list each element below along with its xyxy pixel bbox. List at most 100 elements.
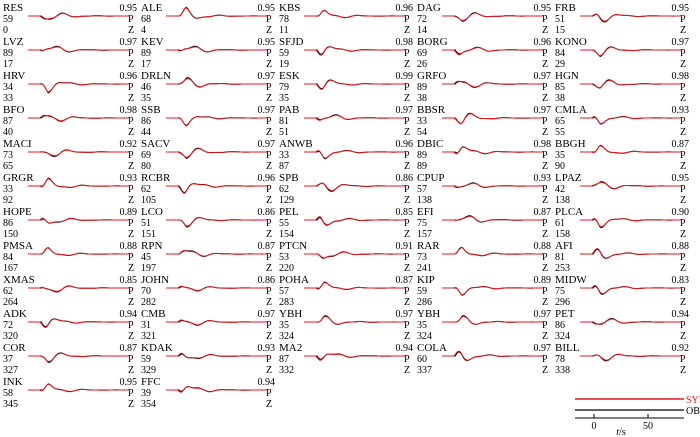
component-label-z: Z — [266, 195, 272, 206]
correlation-coefficient: 0.97 — [534, 71, 552, 82]
component-label-z: Z — [266, 399, 272, 410]
component-label-z: Z — [680, 263, 686, 274]
obs-trace — [304, 9, 406, 19]
correlation-coefficient: 0.96 — [534, 37, 552, 48]
syn-trace — [304, 216, 406, 226]
syn-trace — [304, 114, 406, 121]
station-distance: 35 — [555, 150, 565, 161]
component-label-p: P — [542, 48, 548, 59]
syn-trace — [442, 316, 544, 325]
station-azimuth: 158 — [555, 229, 570, 240]
component-label-p: P — [404, 354, 410, 365]
station-azimuth: 337 — [417, 365, 432, 376]
station-name: LVZ — [3, 36, 24, 48]
syn-trace — [28, 247, 130, 256]
station-distance: 87 — [279, 354, 289, 365]
component-label-p: P — [128, 48, 134, 59]
station-distance: 72 — [3, 320, 13, 331]
syn-trace — [166, 7, 268, 19]
syn-trace — [442, 12, 544, 21]
station-distance: 37 — [3, 354, 13, 365]
station-name: HRV — [3, 70, 25, 82]
station-distance: 73 — [417, 252, 427, 263]
component-label-p: P — [680, 14, 686, 25]
station-azimuth: 33 — [3, 93, 13, 104]
syn-trace — [28, 114, 130, 122]
component-label-p: P — [128, 82, 134, 93]
component-label-z: Z — [128, 229, 134, 240]
syn-trace — [166, 148, 268, 158]
station-name: SFJD — [279, 36, 304, 48]
syn-trace — [28, 383, 130, 392]
component-label-p: P — [266, 14, 272, 25]
station-name: BBGH — [555, 138, 586, 150]
legend: SYNOBS — [575, 395, 700, 417]
station-distance: 73 — [3, 150, 13, 161]
correlation-coefficient: 0.94 — [672, 309, 690, 320]
correlation-coefficient: 0.95 — [258, 37, 276, 48]
component-label-p: P — [542, 150, 548, 161]
component-label-z: Z — [404, 229, 410, 240]
component-label-z: Z — [542, 297, 548, 308]
syn-trace — [166, 116, 268, 126]
correlation-coefficient: 0.88 — [120, 241, 138, 252]
syn-trace — [304, 79, 406, 90]
station-name: YBH — [279, 308, 302, 320]
component-label-p: P — [266, 218, 272, 229]
component-label-z: Z — [542, 161, 548, 172]
station-name: GRFO — [417, 70, 446, 82]
obs-trace — [442, 182, 544, 188]
station-name: ESK — [279, 70, 300, 82]
correlation-coefficient: 0.97 — [258, 139, 276, 150]
station-distance: 57 — [279, 286, 289, 297]
station-distance: 72 — [417, 14, 427, 25]
station-distance: 86 — [3, 218, 13, 229]
station-name: MACI — [3, 138, 32, 150]
station-distance: 42 — [555, 184, 565, 195]
station-azimuth: 327 — [3, 365, 18, 376]
station-azimuth: 138 — [417, 195, 432, 206]
station-name: DBIC — [417, 138, 443, 150]
syn-trace — [166, 78, 268, 88]
syn-trace — [304, 282, 406, 290]
obs-trace — [28, 217, 130, 224]
component-label-p: P — [680, 48, 686, 59]
station-azimuth: 26 — [417, 59, 427, 70]
syn-trace — [442, 47, 544, 56]
correlation-coefficient: 0.92 — [672, 343, 690, 354]
component-label-p: P — [680, 218, 686, 229]
station-azimuth: 51 — [279, 127, 289, 138]
station-azimuth: 55 — [555, 127, 565, 138]
syn-trace — [442, 350, 544, 361]
station-name: KIP — [417, 274, 435, 286]
station-distance: 51 — [141, 218, 151, 229]
component-label-z: Z — [542, 25, 548, 36]
station-distance: 62 — [3, 286, 13, 297]
station-name: JOHN — [141, 274, 169, 286]
component-label-p: P — [404, 14, 410, 25]
component-label-z: Z — [404, 365, 410, 376]
station-name: CPUP — [417, 172, 445, 184]
station-azimuth: 4 — [141, 25, 146, 36]
component-label-p: P — [128, 14, 134, 25]
station-name: DAG — [417, 2, 441, 14]
component-label-z: Z — [542, 365, 548, 376]
syn-trace — [442, 146, 544, 155]
syn-trace — [442, 80, 544, 88]
component-label-p: P — [404, 116, 410, 127]
correlation-coefficient: 0.87 — [258, 241, 276, 252]
correlation-coefficient: 0.91 — [396, 241, 414, 252]
component-label-z: Z — [542, 229, 548, 240]
correlation-coefficient: 0.97 — [120, 37, 138, 48]
